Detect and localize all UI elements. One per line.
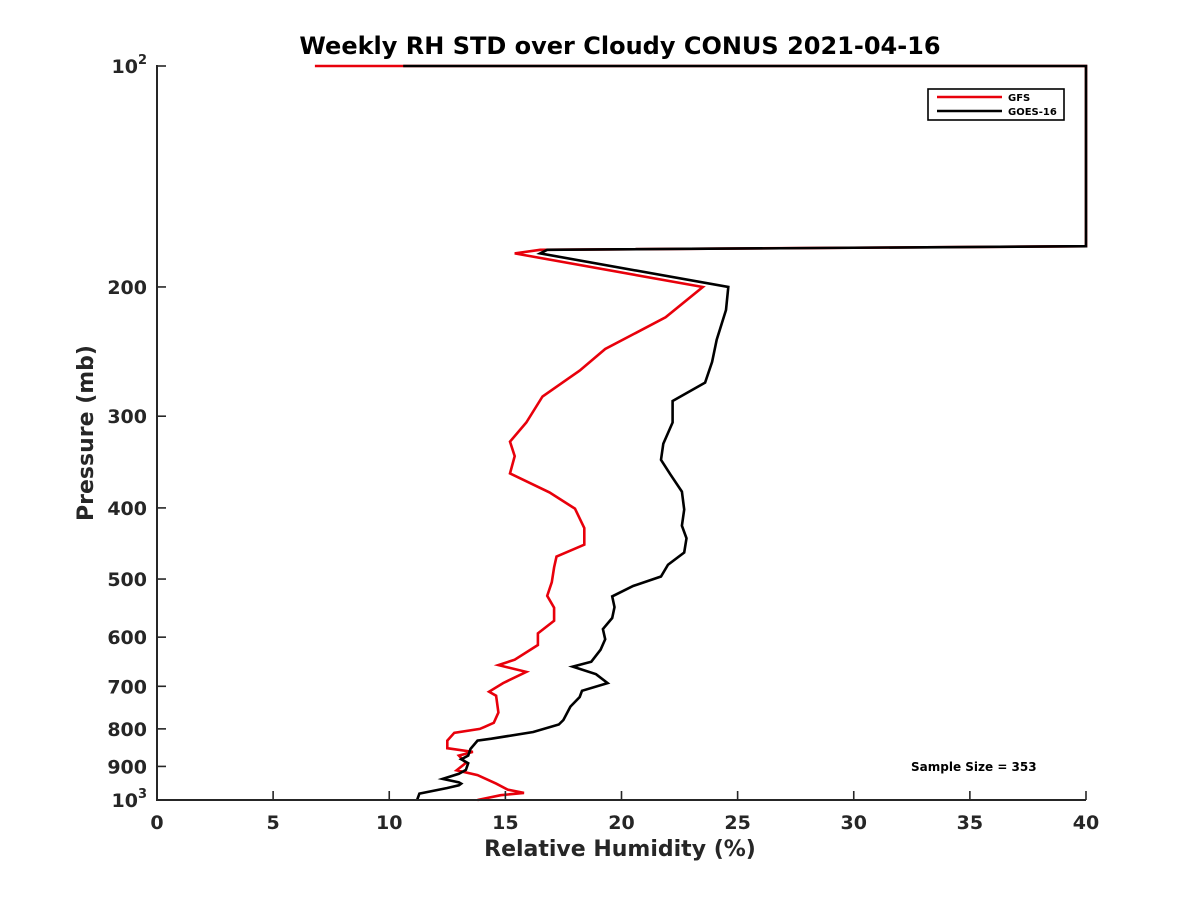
legend-label-gfs: GFS bbox=[1008, 93, 1030, 104]
y-tick-label: 103 bbox=[112, 787, 148, 812]
legend-label-goes16: GOES-16 bbox=[1008, 107, 1057, 118]
y-axis-label: Pressure (mb) bbox=[74, 345, 99, 521]
series-line-goes16 bbox=[403, 64, 1088, 801]
y-tick-label: 900 bbox=[107, 756, 147, 778]
x-tick-label: 15 bbox=[492, 812, 518, 834]
x-tick-label: 5 bbox=[267, 812, 280, 834]
x-axis-label: Relative Humidity (%) bbox=[484, 837, 756, 862]
y-tick-label: 700 bbox=[107, 676, 147, 698]
axes bbox=[156, 65, 1087, 801]
x-tick-label: 35 bbox=[957, 812, 983, 834]
x-tick-label: 0 bbox=[150, 812, 163, 834]
x-tick-label: 20 bbox=[608, 812, 634, 834]
y-tick-label: 800 bbox=[107, 719, 147, 741]
y-tick-label: 500 bbox=[107, 569, 147, 591]
chart-title: Weekly RH STD over Cloudy CONUS 2021-04-… bbox=[299, 32, 940, 60]
series-line-gfs bbox=[314, 64, 1088, 802]
tick-labels: 0 5 10 15 20 25 30 35 40 102 200 300 400 500 600 700 800… bbox=[107, 53, 1099, 834]
x-tick-label: 30 bbox=[841, 812, 867, 834]
legend: GFS GOES-16 bbox=[927, 88, 1065, 121]
y-tick-label: 102 bbox=[112, 53, 148, 78]
legend-box bbox=[927, 88, 1065, 121]
x-tick-label: 40 bbox=[1073, 812, 1099, 834]
y-tick-label: 400 bbox=[107, 498, 147, 520]
y-tick-label: 300 bbox=[107, 406, 147, 428]
y-tick-label: 200 bbox=[107, 277, 147, 299]
y-tick-label: 600 bbox=[107, 627, 147, 649]
series-layer bbox=[314, 64, 1088, 802]
x-tick-label: 10 bbox=[376, 812, 402, 834]
sample-size-annotation: Sample Size = 353 bbox=[911, 760, 1037, 774]
x-tick-label: 25 bbox=[724, 812, 750, 834]
